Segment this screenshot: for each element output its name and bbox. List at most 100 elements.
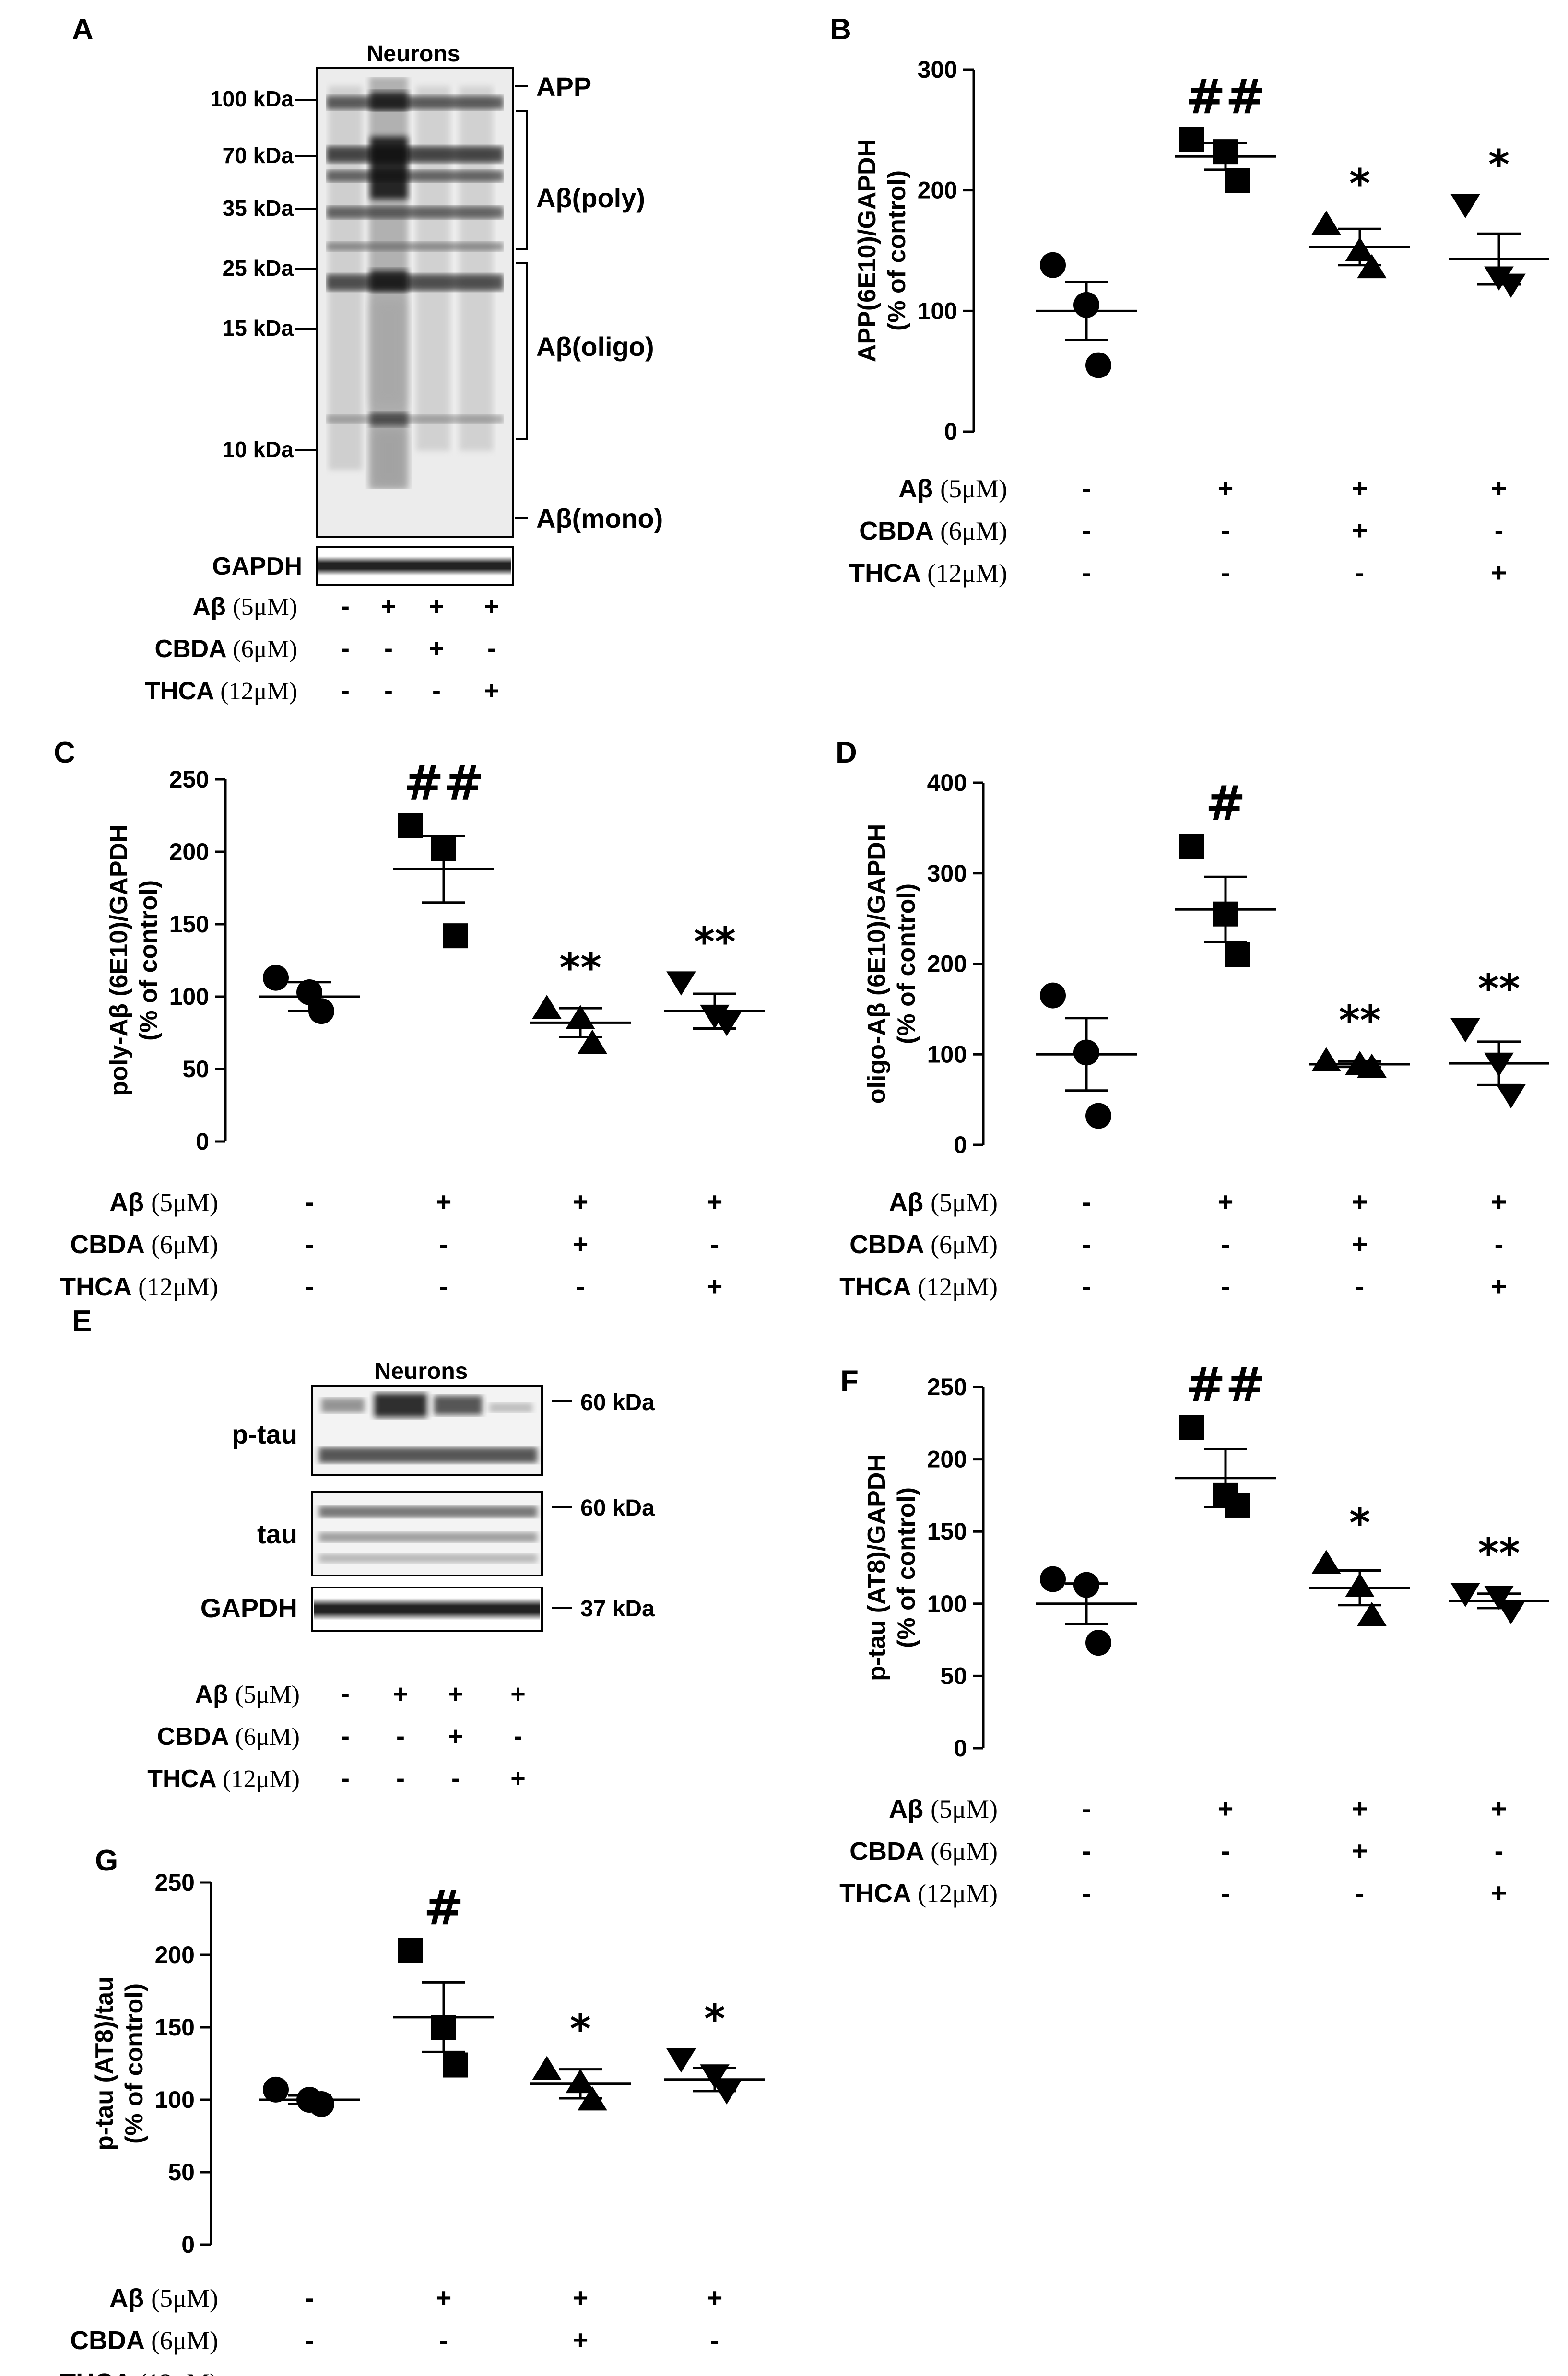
treatment-sign: - <box>305 2325 314 2355</box>
y-tick-label: 200 <box>927 951 967 977</box>
group-2: ## <box>393 755 494 949</box>
y-tick-label: 0 <box>944 418 957 445</box>
treatment-name: CBDA <box>70 2326 151 2355</box>
treatment-sign: - <box>432 676 441 705</box>
significance-label: * <box>1349 1499 1370 1546</box>
treatment-name: Aβ <box>898 474 940 503</box>
treatment-sign: - <box>1221 515 1230 545</box>
treatment-sign: + <box>484 592 499 621</box>
data-point <box>1496 1600 1526 1624</box>
blot-a: Neurons <box>210 41 663 586</box>
treatment-dose: (12μM) <box>918 1272 998 1301</box>
treatment-label: THCA (12μM) <box>145 677 297 705</box>
data-point <box>398 813 423 838</box>
data-point <box>1345 1573 1375 1598</box>
significance-label: * <box>1349 160 1370 207</box>
group-2: # <box>1175 775 1276 967</box>
y-tick-label: 100 <box>927 1041 967 1068</box>
treatment-name: THCA <box>60 2368 138 2376</box>
treatment-sign: - <box>384 676 393 705</box>
data-point <box>1484 1586 1514 1610</box>
data-point <box>1357 254 1387 279</box>
treatment-dose: (12μM) <box>927 559 1007 588</box>
treatment-label: CBDA (6μM) <box>155 635 297 663</box>
marker-label: 25 kDa <box>223 256 294 281</box>
treatment-label: Aβ (5μM) <box>193 593 298 621</box>
group-4: ** <box>664 918 765 1036</box>
y-axis-label: poly-Aβ (6E10)/GAPDH <box>105 824 133 1096</box>
data-point <box>700 2064 730 2089</box>
treatment-dose: (5μM) <box>151 1188 218 1217</box>
treatment-sign: - <box>1221 1878 1230 1908</box>
treatment-sign: - <box>1495 1229 1504 1259</box>
treatment-dose: (12μM) <box>220 678 297 705</box>
blot-a-loading-label: GAPDH <box>212 553 302 580</box>
panel-letter-d: D <box>836 736 857 769</box>
y-tick-label: 50 <box>940 1662 967 1689</box>
treatment-label: CBDA (6μM) <box>70 1230 218 1259</box>
significance-label: ## <box>1185 1356 1266 1412</box>
treatment-name: CBDA <box>849 1230 931 1259</box>
panel-letter-g: G <box>95 1844 118 1877</box>
y-tick-label: 200 <box>927 1446 967 1473</box>
band-label-poly: Aβ(poly) <box>536 183 645 213</box>
significance-label: ## <box>403 755 484 811</box>
treatment-sign: - <box>1082 1271 1091 1301</box>
treatment-sign: + <box>707 2367 723 2376</box>
blot-a-bands <box>326 77 504 489</box>
data-point <box>1484 266 1514 291</box>
treatment-table-d: Aβ (5μM) - + + + CBDA (6μM) - - + - THCA (12μM) - - -… <box>839 1187 1507 1301</box>
treatment-name: CBDA <box>155 635 233 663</box>
treatment-sign: - <box>341 634 350 663</box>
group-2: ## <box>1175 1356 1276 1518</box>
treatment-tables: Aβ (5μM) - + + + CBDA (6μM) - - + - THCA (12μM) - - -… <box>60 473 1507 2376</box>
data-point <box>263 2076 289 2103</box>
band-label-mono: Aβ(mono) <box>536 503 663 533</box>
data-point <box>296 979 322 1005</box>
y-tick-label: 0 <box>196 1128 209 1155</box>
treatment-sign: - <box>305 2282 314 2313</box>
data-point <box>1357 1601 1387 1626</box>
treatment-sign: - <box>1082 473 1091 503</box>
significance-label: ** <box>694 918 736 965</box>
blot-e-title: Neurons <box>375 1359 468 1384</box>
group-4: * <box>1449 141 1549 298</box>
blot-e-marker: 60 kDa <box>580 1495 655 1521</box>
treatment-table-c: Aβ (5μM) - + + + CBDA (6μM) - - + - THCA (12μM) - - -… <box>60 1187 722 1301</box>
treatment-dose: (6μM) <box>151 2326 218 2355</box>
y-tick-label: 150 <box>927 1518 967 1545</box>
blot-a-title: Neurons <box>367 41 460 67</box>
treatment-sign: + <box>707 1271 723 1301</box>
group-1 <box>1036 982 1137 1129</box>
data-point <box>1040 252 1066 278</box>
treatment-dose: (5μM) <box>940 474 1007 503</box>
data-point <box>578 1029 607 1054</box>
blot-a-markers: 100 kDa 70 kDa 35 kDa 25 kDa 15 kDa 10 k… <box>210 86 317 462</box>
group-2: # <box>393 1880 494 2078</box>
blot-a-band-labels: APP Aβ(poly) Aβ(oligo) Aβ(mono) <box>515 71 663 533</box>
treatment-sign: - <box>1082 1187 1091 1217</box>
treatment-label: THCA (12μM) <box>147 1765 300 1793</box>
treatment-name: Aβ <box>109 1188 151 1217</box>
data-point <box>1450 194 1480 218</box>
treatment-sign: - <box>1082 1793 1091 1823</box>
group-3: ** <box>530 944 631 1054</box>
treatment-label: THCA (12μM) <box>60 2368 218 2376</box>
treatment-dose: (5μM) <box>151 2284 218 2313</box>
treatment-label: THCA (12μM) <box>60 1272 218 1301</box>
group-3: * <box>1309 160 1410 279</box>
treatment-sign: + <box>1218 1793 1234 1823</box>
treatment-sign: - <box>1082 1835 1091 1866</box>
y-tick-label: 100 <box>155 2086 195 2113</box>
y-tick-label: 300 <box>918 56 957 83</box>
treatment-sign: - <box>1221 1271 1230 1301</box>
treatment-name: Aβ <box>109 2284 151 2313</box>
significance-label: # <box>1205 775 1246 831</box>
y-tick-label: 0 <box>181 2231 195 2258</box>
group-3: * <box>530 2006 631 2111</box>
treatment-sign: - <box>451 1764 460 1793</box>
data-point <box>1073 1039 1099 1066</box>
panel-letter-f: F <box>840 1364 859 1398</box>
treatment-sign: - <box>396 1764 405 1793</box>
treatment-sign: - <box>1356 557 1365 588</box>
